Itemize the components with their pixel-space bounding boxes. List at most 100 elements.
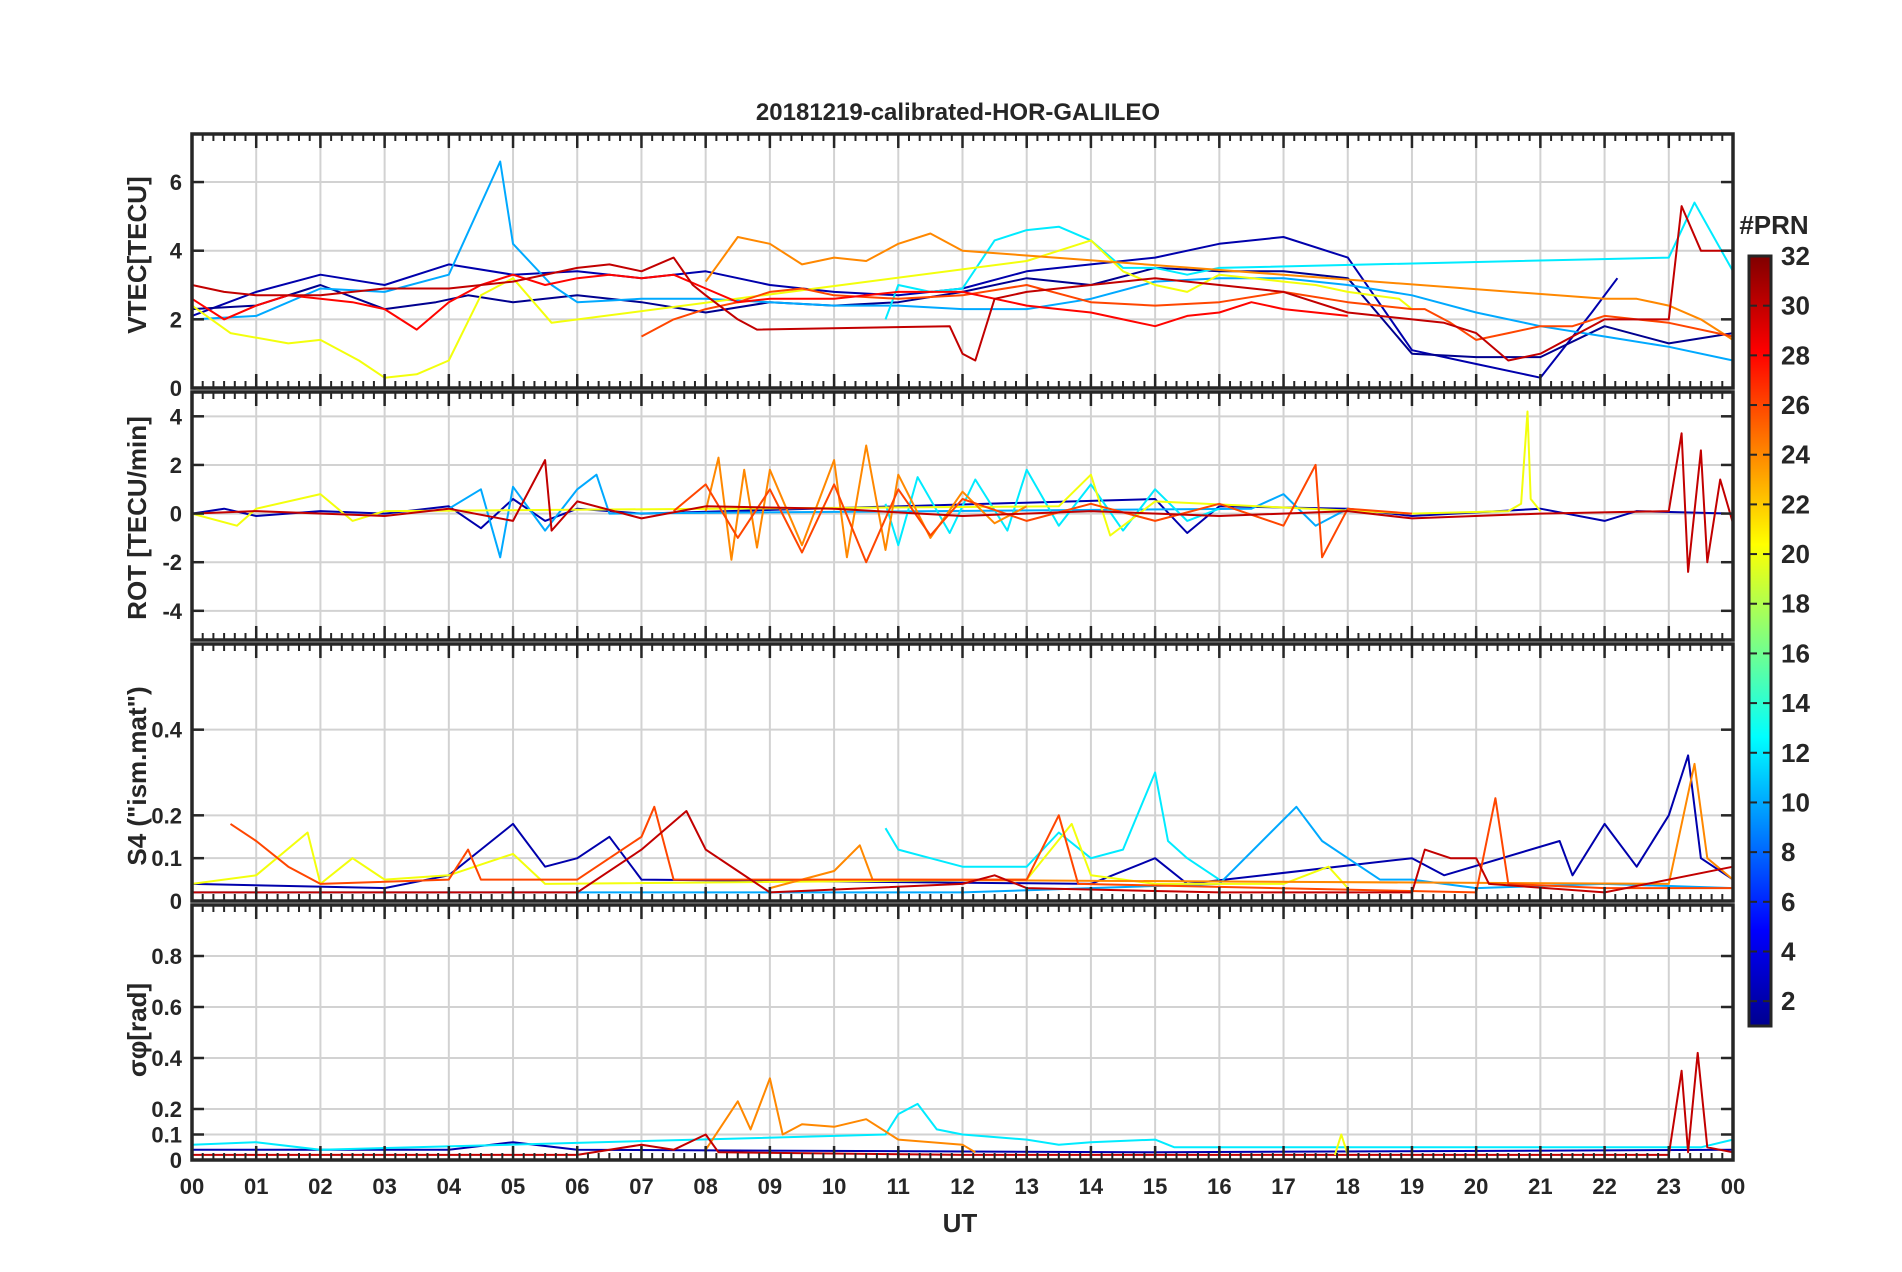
x-tick-label: 23	[1657, 1174, 1681, 1199]
x-tick-label: 03	[372, 1174, 396, 1199]
x-tick-label: 04	[437, 1174, 462, 1199]
colorbar-tick-label: 24	[1781, 440, 1810, 470]
y-tick-label: -2	[162, 550, 182, 575]
series-line-prn-26	[229, 797, 1733, 894]
series-line-prn-12	[884, 468, 1220, 547]
x-tick-label: 05	[501, 1174, 525, 1199]
x-tick-label: 21	[1528, 1174, 1552, 1199]
colorbar-ramp	[1747, 254, 1773, 1028]
y-tick-label: 0.4	[151, 1046, 182, 1071]
x-tick-label: 10	[822, 1174, 846, 1199]
colorbar-tick-label: 20	[1781, 539, 1810, 569]
x-tick-label: 20	[1464, 1174, 1488, 1199]
x-tick-label: 13	[1014, 1174, 1038, 1199]
x-tick-label: 00	[180, 1174, 204, 1199]
panel-s4: 0 0.1 0.2 0.4S4 ("ism.mat")	[122, 642, 1735, 914]
x-tick-label: 12	[950, 1174, 974, 1199]
x-tick-label: 02	[308, 1174, 332, 1199]
y-tick-label: 0.2	[151, 1097, 182, 1122]
series-line-prn-30	[192, 810, 1734, 894]
y-tick-label: 0	[170, 376, 182, 401]
x-tick-label: 08	[693, 1174, 717, 1199]
x-tick-label: 17	[1271, 1174, 1295, 1199]
y-axis-label-s4: S4 ("ism.mat")	[122, 686, 152, 865]
axes-frame	[190, 642, 1735, 903]
chart-title: 20181219-calibrated-HOR-GALILEO	[756, 99, 1160, 126]
series-line-prn-20	[191, 410, 1542, 537]
y-tick-label: 0.4	[151, 718, 182, 743]
y-tick-label: 0.2	[151, 803, 182, 828]
y-tick-label: -4	[162, 599, 182, 624]
series-line-prn-26	[641, 284, 1734, 341]
y-axis-label-rot: ROT [TECU/min]	[122, 416, 152, 620]
x-tick-label: 01	[244, 1174, 268, 1199]
colorbar-tick-label: 32	[1781, 241, 1810, 271]
panel-rot: -4 -2 0 2 4 ROT [TECU/min]	[122, 390, 1735, 642]
x-tick-label: 15	[1143, 1174, 1167, 1199]
x-tick-labels: 00 01 02 03 04 05 06 07 08 09 10 11 12 13 14 15 16 17 18 19…	[180, 1174, 1745, 1199]
x-tick-label: 14	[1079, 1174, 1104, 1199]
colorbar-title: #PRN	[1739, 210, 1808, 240]
x-tick-label: 11	[887, 1174, 910, 1199]
x-tick-label: 09	[758, 1174, 782, 1199]
y-tick-label: 4	[170, 239, 183, 264]
colorbar-tick-label: 10	[1781, 787, 1810, 817]
y-tick-label: 0	[170, 1148, 182, 1173]
y-axis-label-vtec: VTEC[TECU]	[122, 176, 152, 333]
panel-vtec: 0 2 4 6 VTEC[TECU]	[122, 132, 1735, 401]
y-tick-label: 0.1	[151, 1123, 182, 1148]
colorbar-tick-label: 26	[1781, 390, 1810, 420]
series-line-prn-12	[884, 771, 1220, 881]
series-line-prn-24	[704, 232, 1734, 341]
series-line-prn-2	[191, 754, 1734, 890]
series-line-prn-20	[1333, 1133, 1349, 1156]
y-tick-label: 0.1	[151, 846, 182, 871]
series-line-prn-10	[448, 473, 1349, 559]
y-axis-label-sigma_phi: σφ[rad]	[122, 983, 152, 1077]
x-tick-label: 07	[629, 1174, 653, 1199]
series-line-prn-24	[704, 1077, 976, 1154]
series-line-prn-26	[672, 463, 1413, 564]
series-line-prn-30	[191, 432, 1734, 573]
colorbar-tick-label: 8	[1781, 837, 1795, 867]
colorbar-tick-label: 18	[1781, 589, 1810, 619]
y-tick-label: 2	[170, 307, 182, 332]
y-tick-label: 2	[170, 453, 182, 478]
axes-frame	[190, 132, 1735, 390]
series-line-prn-24	[769, 762, 1734, 890]
y-tick-label: 0.6	[151, 995, 182, 1020]
colorbar-tick-label: 16	[1781, 638, 1810, 668]
axes-frame	[190, 390, 1735, 642]
colorbar-tick-label: 28	[1781, 340, 1810, 370]
colorbar-tick-label: 4	[1781, 936, 1796, 966]
y-tick-label: 0	[170, 889, 182, 914]
x-tick-label: 19	[1400, 1174, 1424, 1199]
panel-sigma_phi: 00.10.2 0.4 0.6 0.8 σφ[rad]	[122, 903, 1735, 1173]
series-line-prn-20	[191, 822, 1349, 889]
colorbar-tick-label: 22	[1781, 489, 1810, 519]
series-line-prn-28	[191, 273, 1348, 331]
colorbar-tick-label: 2	[1781, 986, 1795, 1016]
y-tick-label: 6	[170, 170, 182, 195]
y-tick-label: 0	[170, 502, 182, 527]
series-line-prn-12	[191, 1102, 1734, 1151]
axes-frame	[190, 903, 1735, 1162]
series-line-prn-10	[191, 160, 1734, 362]
y-tick-label: 4	[170, 404, 183, 429]
x-tick-label: 18	[1336, 1174, 1360, 1199]
series-line-prn-30	[191, 205, 1733, 362]
series-line-prn-2	[192, 1141, 1734, 1154]
series-line-prn-20	[191, 239, 1413, 379]
y-tick-label: 0.8	[151, 944, 182, 969]
colorbar-tick-label: 6	[1781, 887, 1795, 917]
x-tick-label: 22	[1592, 1174, 1616, 1199]
x-tick-label: 06	[565, 1174, 589, 1199]
x-axis-label: UT	[943, 1208, 978, 1238]
colorbar-tick-label: 12	[1781, 738, 1810, 768]
colorbar-tick-label: 14	[1781, 688, 1810, 718]
x-tick-label: 00	[1721, 1174, 1745, 1199]
